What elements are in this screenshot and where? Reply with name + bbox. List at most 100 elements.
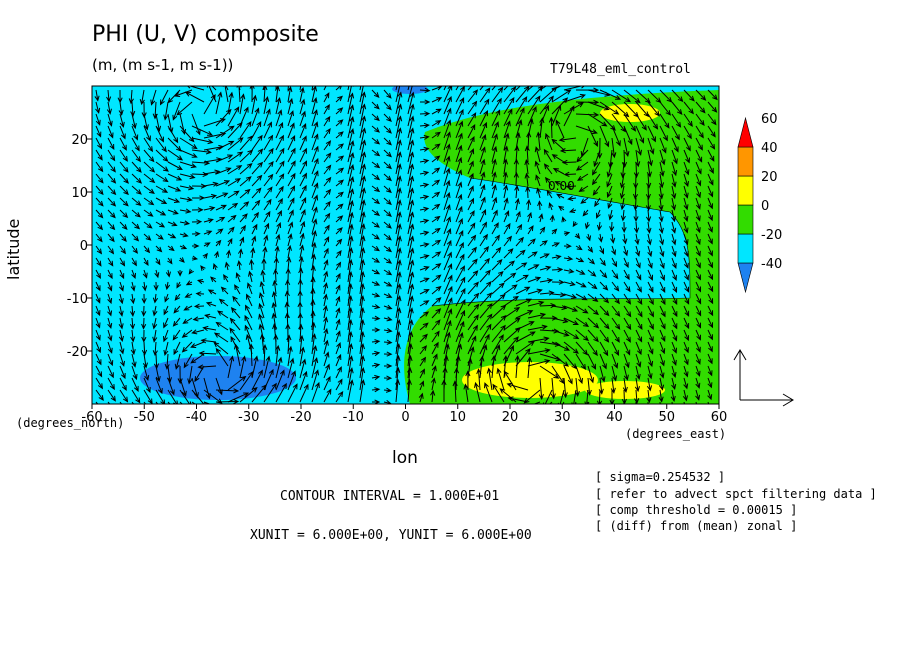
- wind-vector: [455, 86, 465, 103]
- wind-vector: [227, 106, 240, 127]
- wind-vector: [645, 197, 651, 212]
- wind-vector: [263, 108, 271, 127]
- wind-vector: [119, 233, 127, 242]
- wind-vector: [323, 103, 330, 115]
- wind-vector: [335, 330, 341, 343]
- wind-vector: [491, 282, 505, 295]
- wind-vector: [229, 317, 241, 331]
- x-tick-label: 60: [711, 410, 728, 425]
- wind-vector: [671, 125, 680, 141]
- wind-vector: [95, 125, 102, 138]
- wind-vector: [395, 139, 402, 163]
- wind-vector: [525, 198, 532, 211]
- wind-vector: [155, 257, 161, 266]
- wind-vector: [172, 329, 181, 341]
- wind-vector: [633, 221, 640, 234]
- wind-vector: [371, 315, 381, 321]
- wind-vector: [95, 269, 101, 280]
- wind-vector: [152, 305, 158, 317]
- wind-vector: [227, 355, 235, 379]
- wind-vector: [163, 305, 169, 316]
- wind-vector: [419, 254, 430, 260]
- wind-vector: [359, 86, 364, 103]
- wind-vector: [577, 173, 589, 181]
- wind-vector: [311, 218, 318, 235]
- wind-vector: [671, 113, 682, 128]
- wind-vector: [287, 86, 289, 91]
- wind-vector: [95, 293, 101, 304]
- wind-vector: [479, 134, 487, 151]
- wind-vector: [287, 86, 293, 103]
- wind-vector: [419, 311, 430, 319]
- wind-vector: [323, 200, 331, 211]
- wind-vector: [491, 334, 504, 355]
- wind-vector: [467, 112, 477, 127]
- wind-vector: [371, 125, 380, 133]
- wind-vector: [179, 257, 185, 263]
- wind-vector: [419, 345, 428, 355]
- wind-vector: [683, 221, 689, 234]
- wind-vector: [299, 86, 305, 103]
- wind-vector: [359, 115, 367, 139]
- wind-vector: [646, 389, 652, 404]
- wind-vector: [491, 145, 498, 163]
- wind-vector: [227, 226, 235, 235]
- wind-vector: [271, 301, 277, 319]
- wind-vector: [141, 293, 147, 305]
- wind-vector: [359, 235, 366, 259]
- wind-vector: [215, 91, 223, 115]
- wind-vector: [506, 382, 529, 391]
- wind-vector: [298, 255, 304, 271]
- wind-vector: [527, 359, 551, 367]
- wind-vector: [259, 333, 265, 355]
- wind-vector: [479, 171, 486, 187]
- wind-vector: [484, 382, 493, 403]
- wind-vector: [419, 134, 430, 140]
- wind-vector: [197, 364, 217, 370]
- wind-vector: [371, 233, 380, 240]
- wind-vector: [455, 298, 466, 319]
- wind-vector: [383, 269, 393, 276]
- wind-vector: [563, 353, 577, 370]
- wind-vector: [443, 143, 451, 163]
- wind-vector: [323, 224, 330, 235]
- wind-vector: [225, 249, 232, 259]
- wind-vector: [258, 291, 265, 307]
- wind-vector: [287, 197, 295, 211]
- wind-vector: [286, 256, 292, 271]
- wind-vector: [671, 317, 678, 330]
- wind-vector: [443, 285, 453, 307]
- wind-vector: [322, 293, 328, 307]
- wind-vector: [299, 370, 308, 391]
- wind-vector: [467, 357, 473, 379]
- wind-vector: [119, 221, 128, 230]
- wind-vector: [623, 257, 629, 269]
- colorbar-legend: -40 -20 0 20 40 60: [737, 112, 782, 294]
- wind-vector: [311, 344, 318, 367]
- y-tick-label: 20: [71, 133, 88, 148]
- wind-vector: [599, 341, 609, 357]
- wind-vector: [683, 281, 689, 293]
- wind-vector: [683, 353, 689, 366]
- wind-vector: [671, 161, 678, 177]
- wind-vector: [559, 148, 577, 154]
- wind-vector: [118, 293, 124, 305]
- wind-vector: [587, 101, 610, 111]
- wind-vector: [371, 209, 381, 217]
- wind-vector: [347, 271, 353, 295]
- wind-vector: [431, 365, 437, 379]
- wind-vector: [503, 248, 514, 259]
- wind-vector: [479, 245, 490, 259]
- wind-vector: [251, 355, 259, 379]
- wind-vector: [272, 279, 278, 295]
- wind-vector: [371, 185, 381, 193]
- wind-vector: [359, 223, 366, 247]
- wind-vector: [407, 235, 415, 259]
- wind-vector: [707, 389, 713, 401]
- wind-vector: [479, 121, 488, 139]
- wind-vector: [695, 221, 701, 234]
- wind-vector: [299, 98, 306, 115]
- wind-vector: [623, 305, 632, 318]
- wind-vector: [671, 137, 679, 153]
